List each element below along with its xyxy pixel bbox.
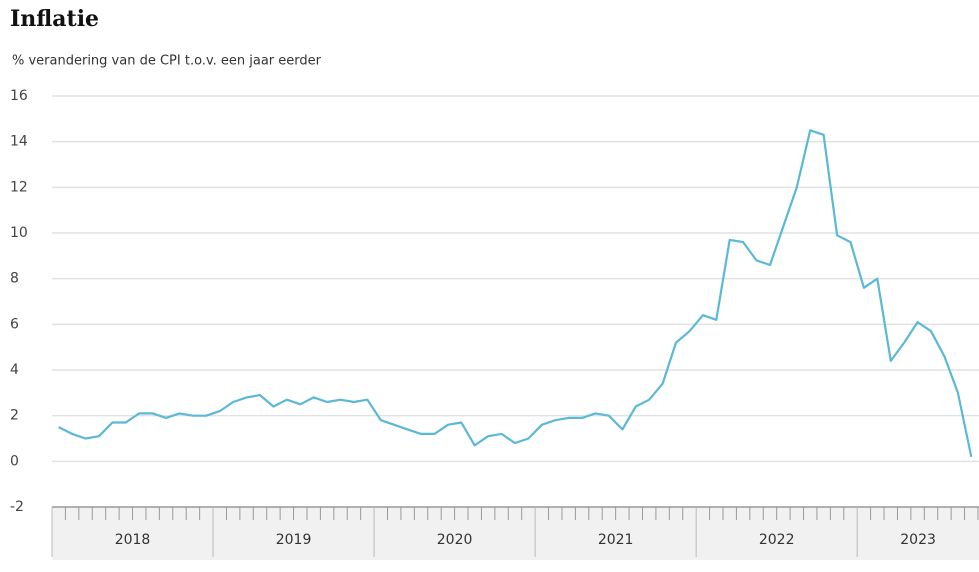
y-tick-label: 12 bbox=[10, 179, 28, 195]
y-tick-label: 0 bbox=[10, 453, 19, 469]
y-tick-label: 14 bbox=[10, 134, 28, 150]
chart-subtitle: % verandering van de CPI t.o.v. een jaar… bbox=[12, 54, 322, 69]
y-tick-label: 6 bbox=[10, 316, 19, 332]
x-tick-label: 2018 bbox=[115, 532, 151, 548]
y-tick-label: 8 bbox=[10, 271, 19, 287]
y-tick-label: 16 bbox=[10, 88, 28, 104]
x-tick-label: 2023 bbox=[900, 532, 936, 548]
y-tick-label: -2 bbox=[10, 499, 24, 515]
y-tick-label: 10 bbox=[10, 225, 28, 241]
chart-title: Inflatie bbox=[10, 6, 99, 32]
y-tick-label: 4 bbox=[10, 362, 19, 378]
y-tick-label: 2 bbox=[10, 408, 19, 424]
line bbox=[58, 129, 973, 458]
x-tick-label: 2020 bbox=[437, 532, 473, 548]
x-tick-label: 2021 bbox=[598, 532, 634, 548]
x-tick-label: 2022 bbox=[759, 532, 795, 548]
x-axis-band bbox=[52, 507, 979, 560]
x-tick-label: 2019 bbox=[276, 532, 312, 548]
